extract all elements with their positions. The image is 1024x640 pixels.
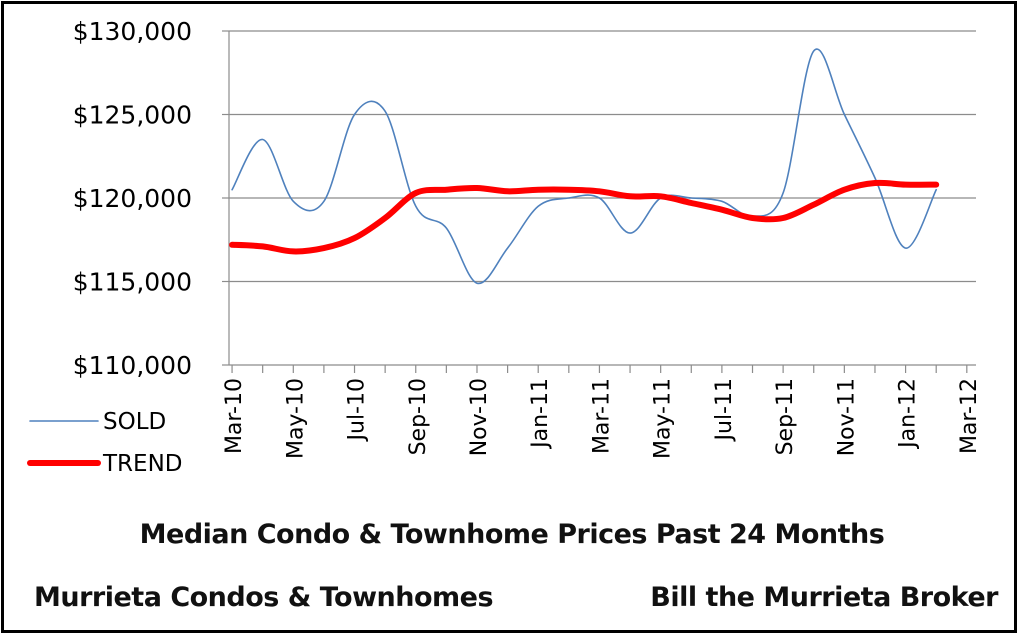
y-tick-label: $115,000 [73, 268, 192, 297]
y-tick-label: $110,000 [73, 351, 192, 380]
footer-author: Bill the Murrieta Broker [650, 582, 998, 613]
legend-label-trend: TREND [102, 451, 182, 477]
x-tick-label: Mar-12 [957, 378, 982, 454]
x-tick-label: Sep-11 [773, 378, 798, 455]
x-tick-label: Nov-11 [834, 378, 859, 456]
y-tick-label: $130,000 [73, 17, 192, 46]
series-line-sold [231, 48, 937, 285]
x-tick-label: Jan-11 [528, 378, 553, 450]
x-tick-label: May-11 [651, 378, 676, 459]
x-tick-label: Jul-11 [712, 378, 737, 442]
x-tick-label: Jul-10 [345, 378, 370, 442]
chart-frame [1, 1, 1017, 633]
x-tick-label: Mar-11 [589, 378, 614, 454]
y-tick-label: $125,000 [73, 101, 192, 130]
series-line-trend [229, 179, 940, 255]
x-tick-label: Nov-10 [467, 378, 492, 456]
x-tick-label: Sep-10 [406, 378, 431, 455]
legend-label-sold: SOLD [103, 409, 166, 435]
footer-site-name: Murrieta Condos & Townhomes [34, 582, 494, 613]
chart-title: Median Condo & Townhome Prices Past 24 M… [139, 519, 885, 550]
x-tick-label: Mar-10 [222, 378, 247, 454]
x-tick-label: May-10 [283, 378, 308, 459]
x-tick-label: Jan-12 [896, 378, 921, 450]
y-tick-label: $120,000 [73, 184, 192, 213]
